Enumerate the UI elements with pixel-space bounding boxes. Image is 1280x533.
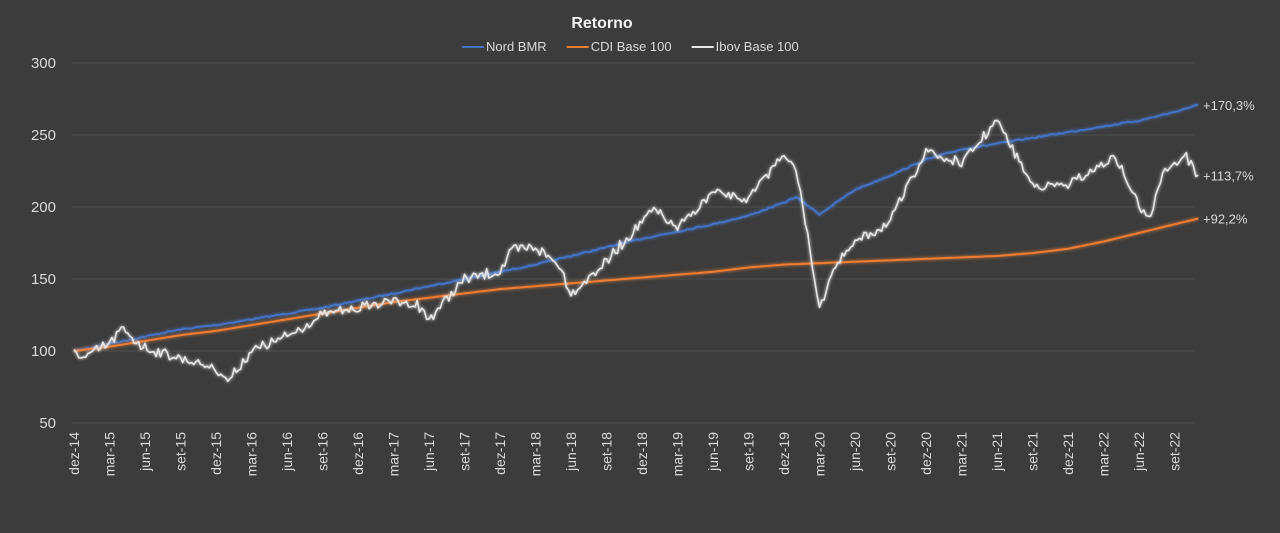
series-lines: [73, 103, 1199, 383]
y-tick-label: 250: [31, 127, 56, 144]
x-tick-label: mar-17: [386, 432, 402, 477]
x-tick-label: set-19: [741, 432, 757, 471]
x-tick-label: mar-15: [102, 432, 118, 477]
x-tick-label: jun-21: [989, 432, 1005, 472]
series-line-cdi-base-100: [73, 217, 1199, 352]
legend: Nord BMR CDI Base 100 Ibov Base 100: [462, 39, 799, 54]
x-tick-label: mar-22: [1096, 432, 1112, 477]
x-tick-label: dez-14: [66, 432, 82, 475]
end-value-label: +113,7%: [1203, 168, 1254, 183]
legend-label: Nord BMR: [486, 39, 547, 54]
x-tick-label: mar-20: [812, 432, 828, 477]
x-tick-label: jun-16: [279, 432, 295, 472]
y-tick-label: 50: [39, 415, 56, 432]
x-tick-label: jun-22: [1131, 432, 1147, 472]
x-tick-label: dez-17: [492, 432, 508, 475]
x-tick-label: dez-21: [1060, 432, 1076, 475]
x-tick-label: set-18: [599, 432, 615, 471]
x-tick-label: set-22: [1167, 432, 1183, 471]
y-axis: 50 100 150 200 250 300: [31, 55, 56, 432]
series-line-nord-bmr: [73, 103, 1199, 353]
x-tick-label: jun-15: [137, 432, 153, 472]
x-tick-label: set-17: [457, 432, 473, 471]
x-tick-label: jun-19: [705, 432, 721, 472]
x-tick-label: jun-17: [421, 432, 437, 472]
x-tick-label: dez-16: [350, 432, 366, 475]
chart-title: Retorno: [571, 15, 633, 32]
x-tick-label: mar-21: [954, 432, 970, 477]
y-tick-label: 300: [31, 55, 56, 72]
x-tick-label: dez-15: [208, 432, 224, 475]
x-tick-label: dez-20: [918, 432, 934, 475]
x-tick-label: mar-19: [670, 432, 686, 477]
x-axis: dez-14 mar-15 jun-15 set-15 dez-15 mar-16 jun-…: [66, 432, 1183, 477]
x-tick-label: set-20: [883, 432, 899, 471]
end-labels: +170,3% +92,2% +113,7%: [1203, 98, 1255, 227]
end-value-label: +170,3%: [1203, 98, 1255, 113]
x-tick-label: set-15: [173, 432, 189, 471]
legend-label: CDI Base 100: [591, 39, 672, 54]
x-tick-label: set-21: [1025, 432, 1041, 471]
x-tick-label: dez-19: [776, 432, 792, 475]
y-tick-label: 100: [31, 343, 56, 360]
y-tick-label: 150: [31, 271, 56, 288]
legend-label: Ibov Base 100: [716, 39, 799, 54]
x-tick-label: mar-16: [244, 432, 260, 477]
x-tick-label: mar-18: [528, 432, 544, 477]
end-value-label: +92,2%: [1203, 212, 1248, 227]
series-line-ibov-base-100: [73, 119, 1199, 383]
x-tick-label: jun-20: [847, 432, 863, 472]
x-tick-label: set-16: [315, 432, 331, 471]
y-tick-label: 200: [31, 199, 56, 216]
x-tick-label: dez-18: [634, 432, 650, 475]
x-tick-label: jun-18: [563, 432, 579, 472]
